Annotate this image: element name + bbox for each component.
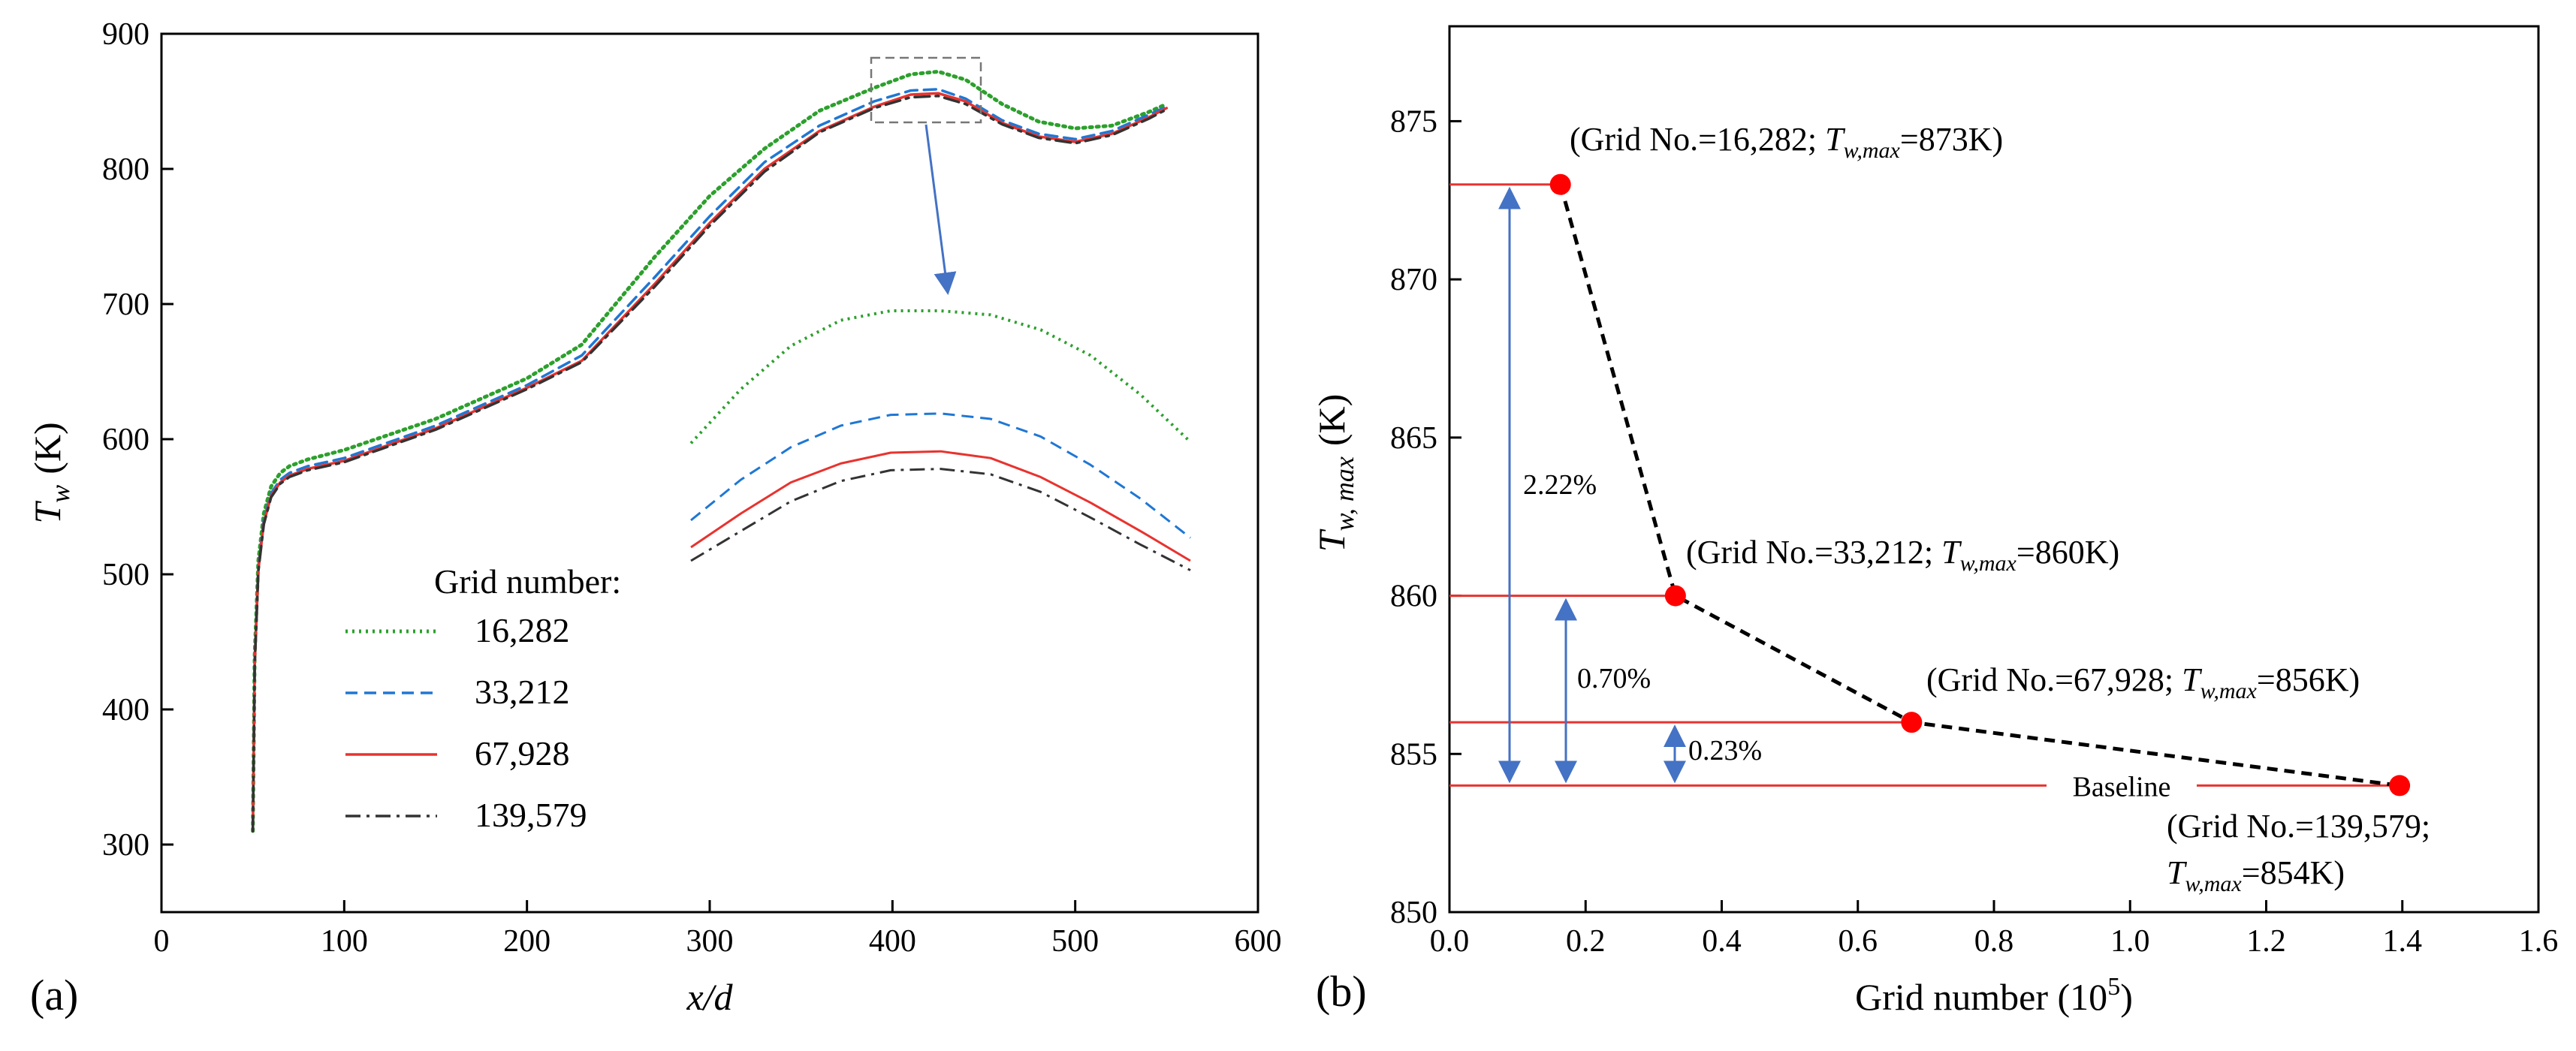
panel-a-label: (a) xyxy=(30,971,78,1019)
point-label-line2: Tw,max=854K) xyxy=(2167,854,2345,896)
legend-entry: 16,282 xyxy=(475,611,570,649)
x-tick-label: 0.4 xyxy=(1702,924,1742,959)
point-label-variable: T xyxy=(1941,534,1962,571)
x-tick-label: 1.2 xyxy=(2246,924,2286,959)
point-label-prefix: (Grid No.=67,928; xyxy=(1926,661,2182,698)
series-line xyxy=(251,88,1169,833)
point-label-value: =873K) xyxy=(1900,121,2003,158)
panel-b-x-ticks: 0.0 0.2 0.4 0.6 0.8 1.0 1.2 1.4 1.6 xyxy=(1430,900,2559,959)
zoom-arrow xyxy=(925,124,957,295)
panel-b-reference-lines: Baseline xyxy=(1449,183,2400,803)
percent-label: 0.70% xyxy=(1577,663,1651,694)
x-tick-label: 200 xyxy=(503,924,550,959)
panel-a-y-axis-label: Tw(K) xyxy=(26,422,75,523)
inset-series-line xyxy=(690,450,1191,562)
y-tick-label: 865 xyxy=(1390,421,1437,456)
y-tick-label: 400 xyxy=(102,693,149,727)
legend-entry: 67,928 xyxy=(475,734,570,772)
x-tick-label: 600 xyxy=(1235,924,1282,959)
x-tick-label: 0.2 xyxy=(1566,924,1606,959)
panel-a-curves xyxy=(251,69,1169,833)
point-label: (Grid No.=16,282; Tw,max=873K) xyxy=(1570,121,2003,163)
legend-entry: 139,579 xyxy=(475,796,587,834)
panel-a-x-ticks: 0 100 200 300 400 500 600 xyxy=(154,900,1282,959)
inset-series-line xyxy=(690,468,1191,571)
x-tick-label: 0.0 xyxy=(1430,924,1470,959)
panel-b-chart: 0.0 0.2 0.4 0.6 0.8 1.0 1.2 1.4 1.6 850 855 860 865… xyxy=(1311,25,2559,1018)
point-label-prefix: (Grid No.=16,282; xyxy=(1570,121,1825,158)
x-tick-label: 500 xyxy=(1051,924,1099,959)
point-label-variable: T xyxy=(2182,661,2203,698)
panel-a-inset-curves xyxy=(689,309,1192,571)
inset-series-line xyxy=(690,412,1191,539)
point-label: (Grid No.=67,928; Tw,max=856K) xyxy=(1926,661,2360,703)
baseline-label: Baseline xyxy=(2073,771,2171,803)
x-tick-label: 0.8 xyxy=(1974,924,2014,959)
data-point-marker xyxy=(1664,585,1686,607)
point-label-subscript: w,max xyxy=(1844,138,1901,163)
point-label-value: =854K) xyxy=(2242,854,2345,891)
legend-entry: 33,212 xyxy=(475,673,570,711)
x-tick-label: 0.6 xyxy=(1838,924,1878,959)
x-tick-label: 0 xyxy=(154,924,170,959)
point-label-subscript: w,max xyxy=(1960,551,2017,576)
point-label-value: =860K) xyxy=(2016,534,2119,571)
percent-label: 0.23% xyxy=(1688,735,1762,766)
y-tick-label: 800 xyxy=(102,152,149,187)
x-tick-label: 1.6 xyxy=(2519,924,2559,959)
point-label-variable: T xyxy=(2167,854,2188,891)
panel-a-y-ticks: 300 400 500 600 700 800 900 xyxy=(102,17,173,863)
panel-b-x-axis-label: Grid number (105) xyxy=(1855,973,2133,1018)
x-tick-label: 1.4 xyxy=(2383,924,2423,959)
panel-a-plot-frame xyxy=(160,32,1259,914)
point-label: (Grid No.=33,212; Tw,max=860K) xyxy=(1686,534,2119,576)
panel-b-plot-frame xyxy=(1448,25,2540,914)
zoom-region-box xyxy=(870,56,982,124)
y-tick-label: 875 xyxy=(1390,104,1437,139)
panel-a-chart: 0 100 200 300 400 500 600 300 400 500 600 700 800 90… xyxy=(26,17,1282,1019)
panel-b-point-labels: (Grid No.=16,282; Tw,max=873K)(Grid No.=… xyxy=(1570,121,2430,896)
series-line xyxy=(251,92,1169,833)
panel-b-y-axis-label: Tw, max(K) xyxy=(1311,394,1359,553)
panel-a-x-axis-label: x/d xyxy=(686,976,733,1018)
point-label-subscript: w,max xyxy=(2185,872,2242,896)
point-label-prefix: (Grid No.=139,579; xyxy=(2167,808,2430,845)
series-line xyxy=(251,69,1169,833)
panel-b-difference-arrows xyxy=(1498,186,1686,784)
panel-b-trend-line xyxy=(1558,184,2400,787)
percent-label: 2.22% xyxy=(1523,469,1597,501)
point-label-value: =856K) xyxy=(2257,661,2360,698)
panel-a-legend: 16,282 33,212 67,928 139,579 xyxy=(345,611,587,834)
panel-b-y-ticks: 850 855 860 865 870 875 xyxy=(1390,104,1461,930)
point-label-prefix: (Grid No.=33,212; xyxy=(1686,534,1941,571)
y-tick-label: 900 xyxy=(102,17,149,52)
point-label-variable: T xyxy=(1825,121,1846,158)
y-tick-label: 600 xyxy=(102,423,149,457)
x-tick-label: 400 xyxy=(869,924,916,959)
panel-b-data-points xyxy=(1549,173,2411,797)
series-line xyxy=(251,95,1169,833)
x-tick-label: 100 xyxy=(321,924,368,959)
data-point-marker xyxy=(2389,775,2411,797)
panel-b-label: (b) xyxy=(1316,967,1367,1016)
y-tick-label: 300 xyxy=(102,828,149,863)
data-point-marker xyxy=(1901,712,1923,733)
panel-b-percent-labels: 2.22% 0.70% 0.23% xyxy=(1523,469,1762,766)
data-point-marker xyxy=(1549,173,1571,195)
y-tick-label: 700 xyxy=(102,288,149,322)
point-label: (Grid No.=139,579; xyxy=(2167,808,2430,845)
legend-title: Grid number: xyxy=(434,562,621,601)
y-tick-label: 860 xyxy=(1390,580,1437,614)
point-label-subscript: w,max xyxy=(2200,679,2258,703)
x-tick-label: 1.0 xyxy=(2110,924,2150,959)
y-tick-label: 850 xyxy=(1390,896,1437,930)
y-tick-label: 500 xyxy=(102,558,149,592)
y-tick-label: 870 xyxy=(1390,263,1437,297)
y-tick-label: 855 xyxy=(1390,737,1437,772)
x-tick-label: 300 xyxy=(686,924,734,959)
inset-series-line xyxy=(689,309,1192,444)
